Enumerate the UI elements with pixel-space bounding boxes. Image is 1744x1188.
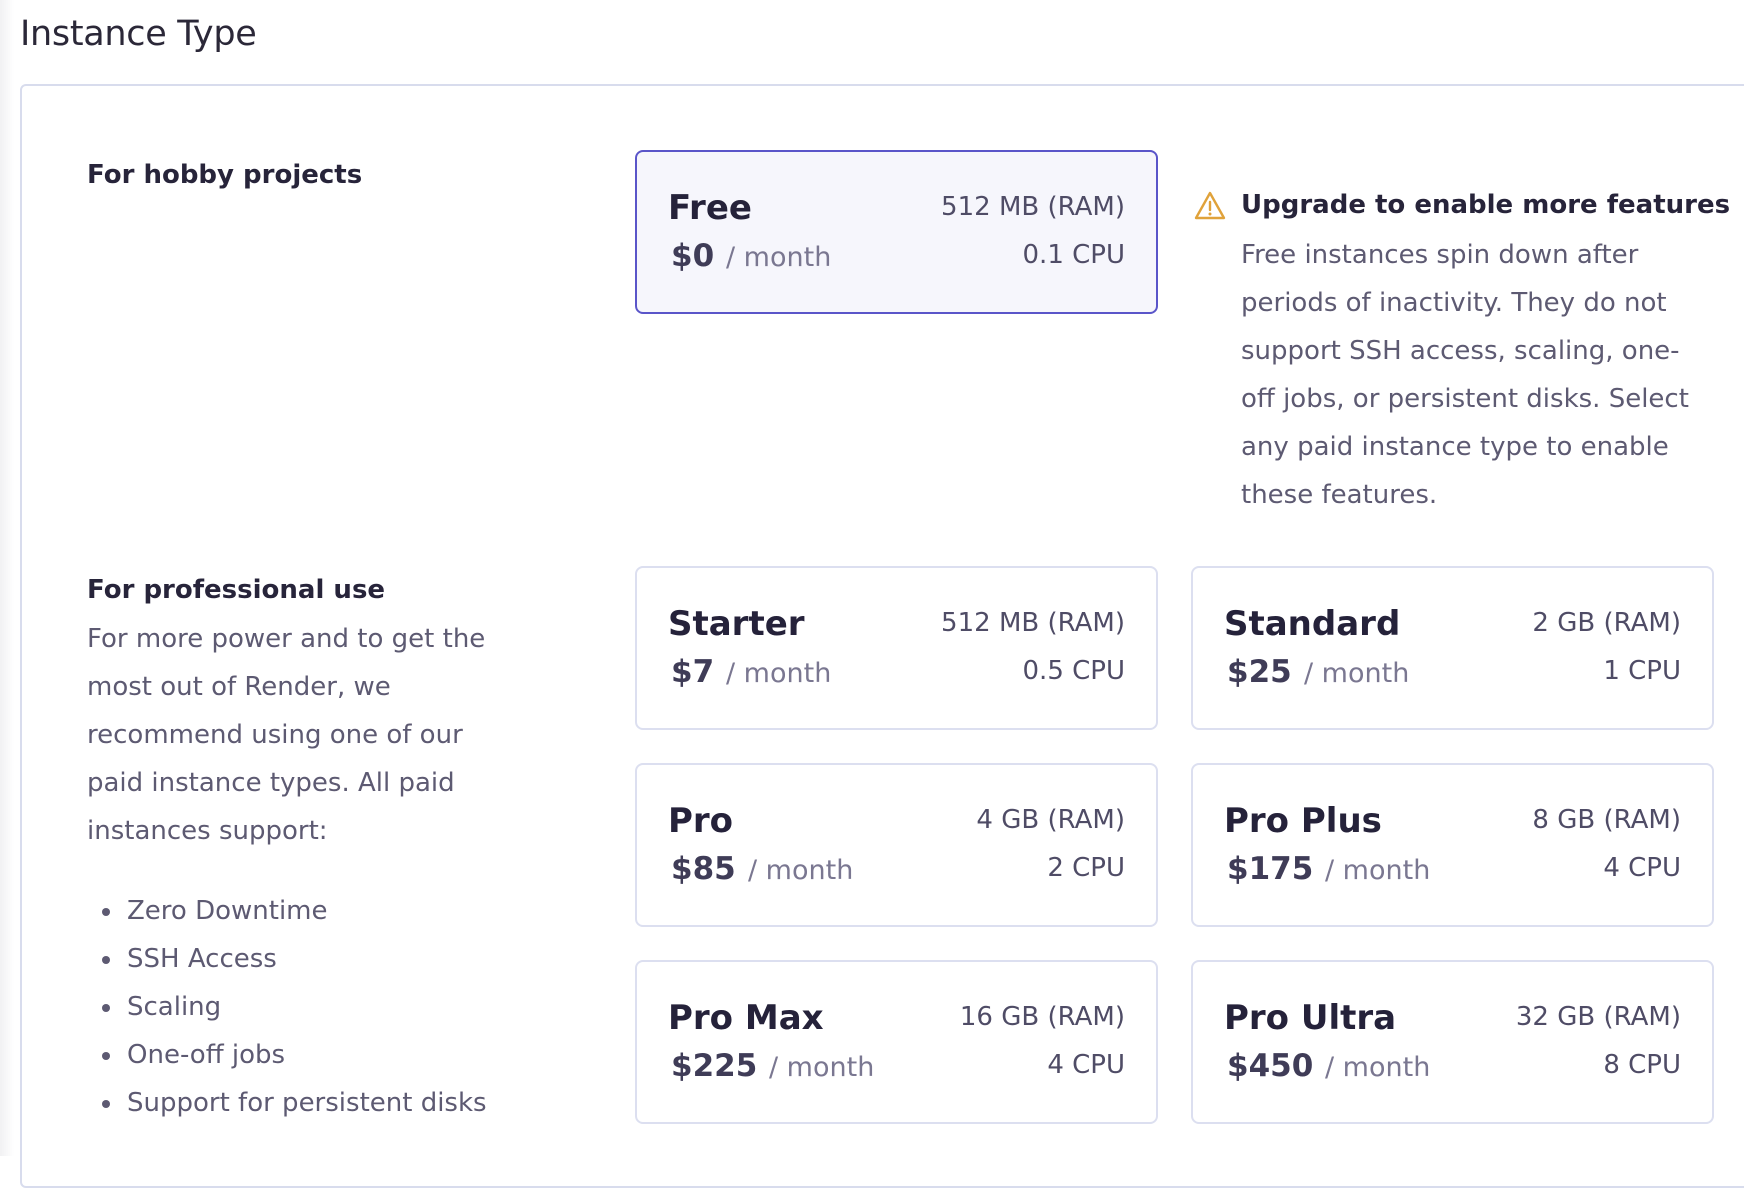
plan-period: / month [769, 1052, 875, 1083]
plan-period: / month [726, 242, 832, 273]
feature-item: Zero Downtime [87, 887, 487, 935]
plan-cpu: 0.5 CPU [1022, 656, 1125, 686]
plan-card[interactable]: Pro Plus $175 / month 8 GB (RAM) 4 CPU [1191, 763, 1714, 927]
plan-cpu: 2 CPU [1047, 853, 1125, 883]
plan-ram: 512 MB (RAM) [941, 608, 1125, 638]
plan-ram: 2 GB (RAM) [1532, 608, 1681, 638]
plan-ram: 512 MB (RAM) [941, 192, 1125, 222]
plan-name: Pro Ultra [1224, 998, 1397, 1038]
feature-item: One-off jobs [87, 1031, 487, 1079]
section-heading: For hobby projects [87, 160, 363, 190]
plan-card[interactable]: Starter $7 / month 512 MB (RAM) 0.5 CPU [635, 566, 1158, 730]
plan-card[interactable]: Free $0 / month 512 MB (RAM) 0.1 CPU [635, 150, 1158, 314]
plan-price: $225 [671, 1048, 758, 1084]
warning-text: Free instances spin down after periods o… [1241, 240, 1689, 510]
plan-card[interactable]: Pro $85 / month 4 GB (RAM) 2 CPU [635, 763, 1158, 927]
section-description: For more power and to get the most out o… [87, 624, 486, 846]
plan-name: Standard [1224, 604, 1401, 644]
plan-cpu: 1 CPU [1603, 656, 1681, 686]
plan-ram: 16 GB (RAM) [959, 1002, 1125, 1032]
page-title: Instance Type [20, 14, 257, 54]
feature-item: SSH Access [87, 935, 487, 983]
feature-item: Support for persistent disks [87, 1079, 487, 1127]
plan-ram: 32 GB (RAM) [1515, 1002, 1681, 1032]
edge-shade [0, 0, 14, 1156]
plan-price: $7 [671, 654, 715, 690]
plan-price: $85 [671, 851, 736, 887]
plan-period: / month [726, 658, 832, 689]
plan-period: / month [748, 855, 854, 886]
plan-price: $450 [1227, 1048, 1314, 1084]
plan-card[interactable]: Pro Max $225 / month 16 GB (RAM) 4 CPU [635, 960, 1158, 1124]
feature-list: Zero Downtime SSH Access Scaling One-off jo… [87, 887, 487, 1127]
warning-icon [1194, 191, 1226, 220]
plan-card[interactable]: Standard $25 / month 2 GB (RAM) 1 CPU [1191, 566, 1714, 730]
plan-cpu: 8 CPU [1603, 1050, 1681, 1080]
plan-cpu: 4 CPU [1047, 1050, 1125, 1080]
plan-period: / month [1304, 658, 1410, 689]
plan-name: Free [668, 188, 752, 228]
warning-title: Upgrade to enable more features [1241, 190, 1731, 220]
plan-name: Pro Plus [1224, 801, 1382, 841]
plan-ram: 4 GB (RAM) [976, 805, 1125, 835]
plan-price: $0 [671, 238, 715, 274]
plan-cpu: 0.1 CPU [1022, 240, 1125, 270]
plan-price: $25 [1227, 654, 1292, 690]
plan-price: $175 [1227, 851, 1314, 887]
plan-card[interactable]: Pro Ultra $450 / month 32 GB (RAM) 8 CPU [1191, 960, 1714, 1124]
plan-period: / month [1325, 1052, 1431, 1083]
plan-period: / month [1325, 855, 1431, 886]
plan-name: Pro Max [668, 998, 824, 1038]
plan-ram: 8 GB (RAM) [1532, 805, 1681, 835]
plan-name: Pro [668, 801, 734, 841]
feature-item: Scaling [87, 983, 487, 1031]
plan-cpu: 4 CPU [1603, 853, 1681, 883]
plan-name: Starter [668, 604, 805, 644]
section-heading: For professional use [87, 575, 386, 605]
